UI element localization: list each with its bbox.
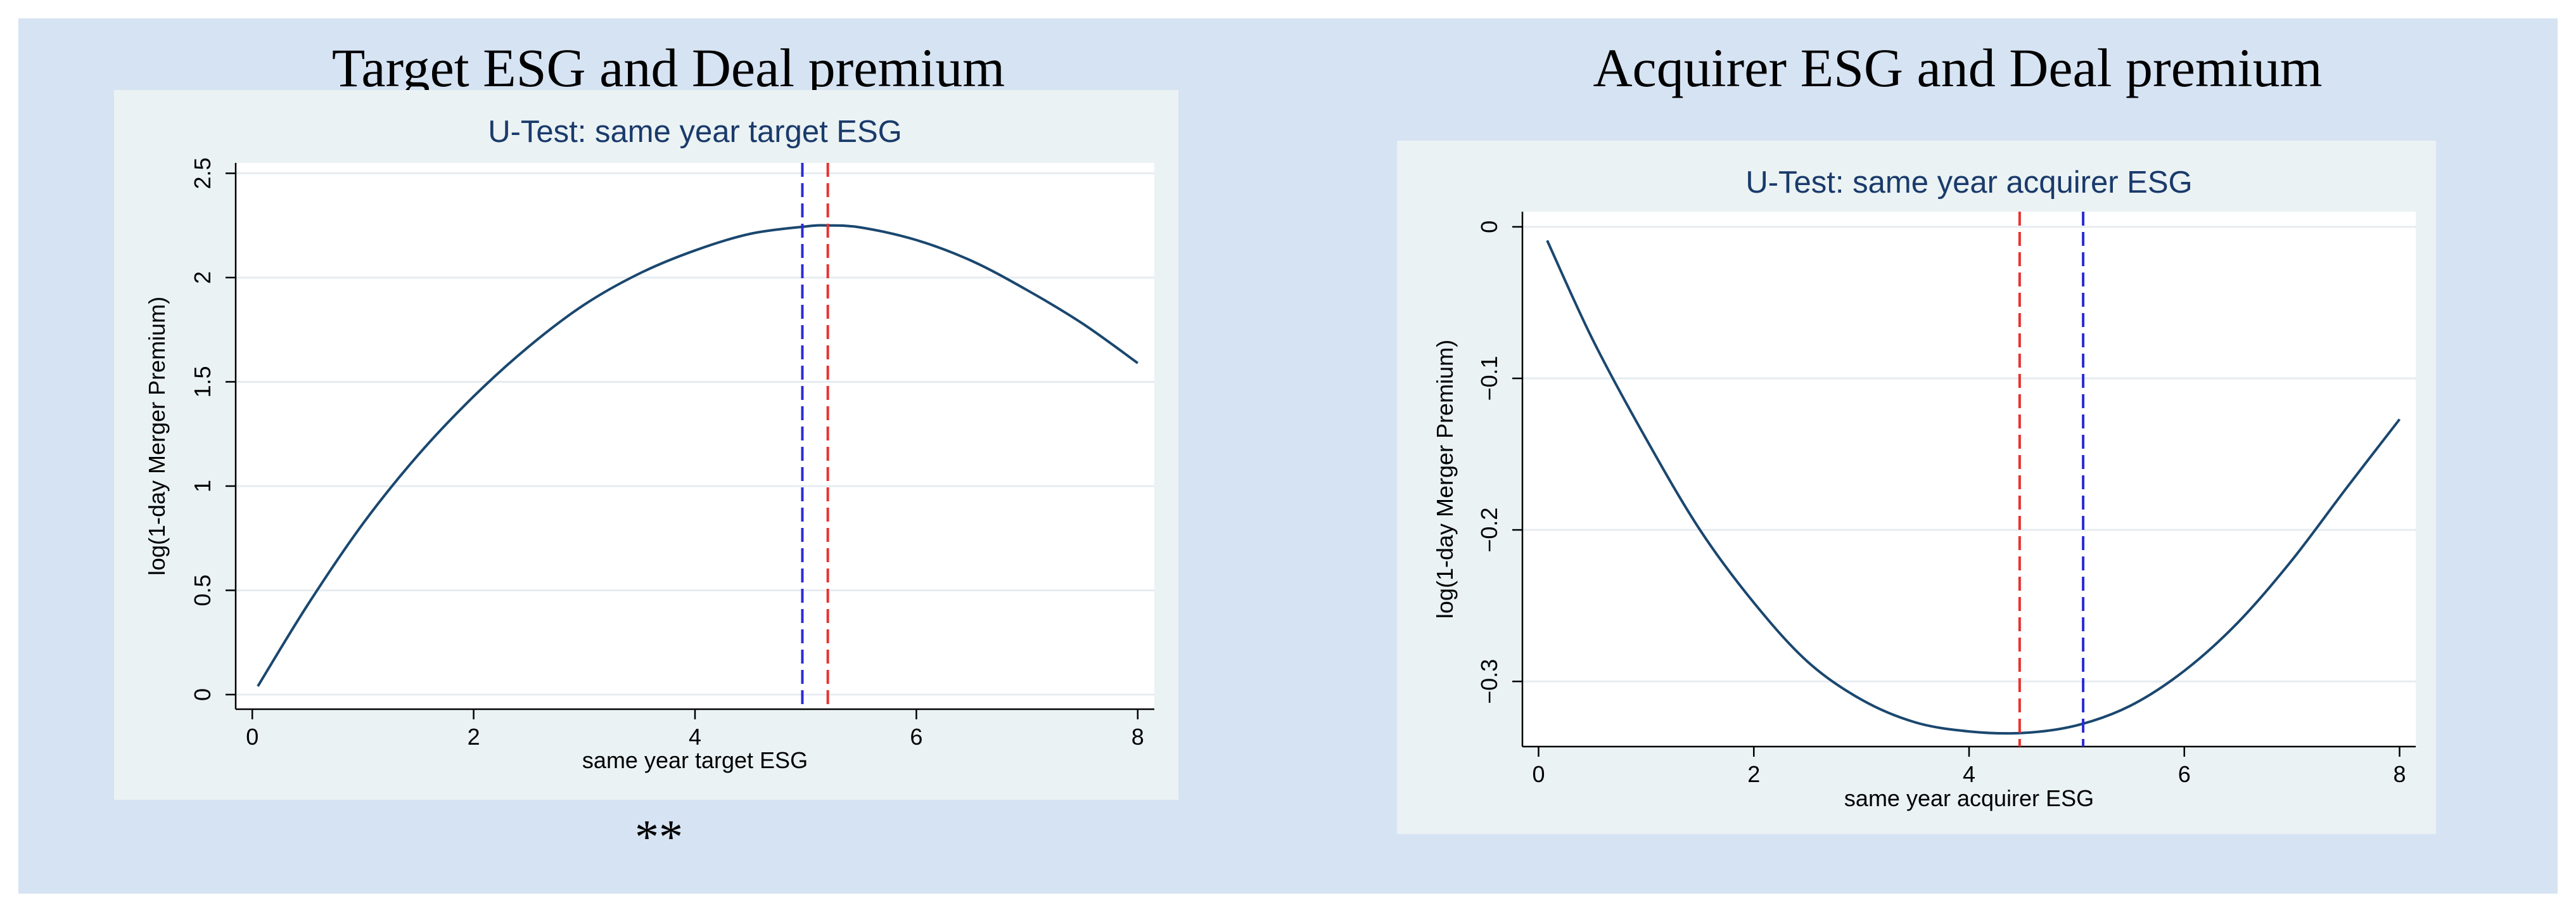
significance-marker: ** — [635, 811, 683, 864]
left-y-tick-label: 0.5 — [189, 574, 215, 606]
right-panel-title: Acquirer ESG and Deal premium — [1593, 37, 2323, 98]
left-chart-title: U-Test: same year target ESG — [488, 115, 902, 149]
left-y-tick-label: 1.5 — [189, 366, 215, 397]
figure-canvas: Target ESG and Deal premium Acquirer ESG… — [18, 18, 2558, 894]
right-x-tick-label: 8 — [2394, 761, 2406, 787]
left-y-tick-label: 0 — [189, 688, 215, 701]
right-y-tick-label: −0.2 — [1476, 508, 1502, 553]
right-chart: −0.3 −0.2 −0.1 0 0 2 4 6 8 U-Test: same year acqu… — [1432, 165, 2416, 811]
left-x-tick-label: 0 — [246, 724, 258, 750]
left-chart: 0 0.5 1 1.5 2 2.5 0 2 4 6 8 U-Test: same year targe… — [144, 115, 1154, 773]
left-x-tick-label: 6 — [910, 724, 922, 750]
right-y-tick-label: −0.3 — [1476, 659, 1502, 704]
right-x-tick-label: 4 — [1963, 761, 1975, 787]
left-x-tick-label: 2 — [468, 724, 480, 750]
left-fitted-curve — [257, 224, 1138, 687]
right-x-axis-label: same year acquirer ESG — [1844, 785, 2094, 811]
right-y-tick-label: −0.1 — [1476, 356, 1502, 401]
right-chart-region: −0.3 −0.2 −0.1 0 0 2 4 6 8 U-Test: same year acqu… — [1397, 141, 2436, 834]
right-x-tick-label: 0 — [1532, 761, 1545, 787]
left-x-tick-label: 4 — [689, 724, 701, 750]
right-y-axis-label: log(1-day Merger Premium) — [1432, 340, 1458, 619]
left-y-axis-label: log(1-day Merger Premium) — [144, 297, 170, 575]
right-y-tick-label: 0 — [1476, 221, 1502, 233]
left-panel-title: Target ESG and Deal premium — [331, 37, 1005, 98]
left-y-tick-label: 1 — [189, 480, 215, 492]
left-x-axis-label: same year target ESG — [582, 747, 808, 773]
left-y-tick-label: 2.5 — [189, 157, 215, 189]
left-plot-area — [236, 163, 1154, 709]
right-fitted-curve — [1546, 240, 2401, 735]
left-x-tick-label: 8 — [1132, 724, 1144, 750]
right-chart-title: U-Test: same year acquirer ESG — [1745, 165, 2192, 200]
right-x-tick-label: 6 — [2178, 761, 2191, 787]
right-plot-area — [1522, 212, 2416, 747]
left-chart-region: 0 0.5 1 1.5 2 2.5 0 2 4 6 8 U-Test: same year targe… — [114, 90, 1178, 800]
left-y-tick-label: 2 — [189, 271, 215, 284]
right-x-tick-label: 2 — [1747, 761, 1760, 787]
